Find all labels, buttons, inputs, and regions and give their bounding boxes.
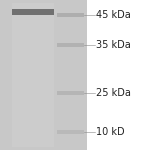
FancyBboxPatch shape (12, 3, 54, 147)
FancyBboxPatch shape (57, 130, 84, 134)
FancyBboxPatch shape (12, 9, 54, 15)
Text: 35 kDa: 35 kDa (96, 40, 131, 50)
Text: 45 kDa: 45 kDa (96, 10, 131, 20)
Text: 25 kDa: 25 kDa (96, 88, 131, 98)
FancyBboxPatch shape (0, 0, 87, 150)
FancyBboxPatch shape (57, 43, 84, 47)
FancyBboxPatch shape (57, 91, 84, 95)
Text: 10 kD: 10 kD (96, 127, 125, 137)
FancyBboxPatch shape (57, 13, 84, 17)
FancyBboxPatch shape (57, 3, 84, 147)
